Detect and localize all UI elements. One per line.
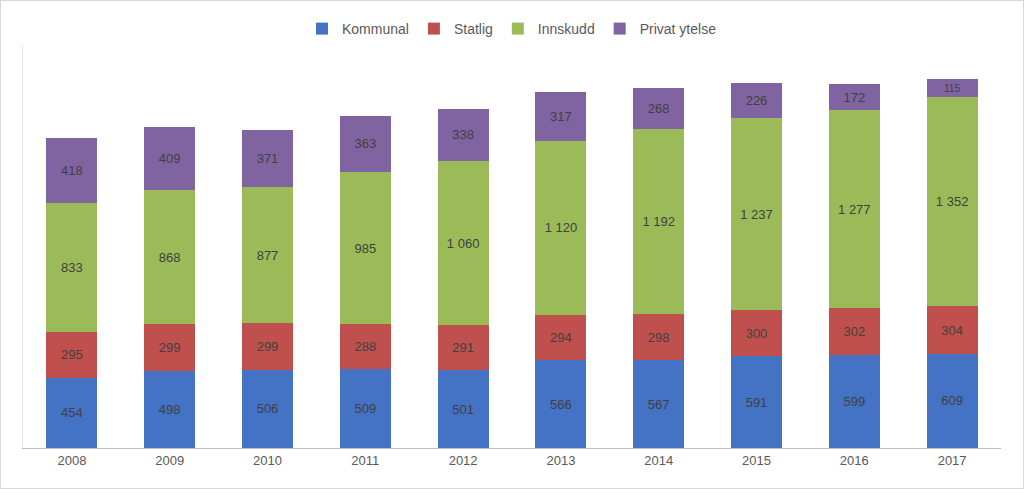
svg-text:317: 317 xyxy=(550,109,572,124)
svg-text:226: 226 xyxy=(746,93,768,108)
svg-text:300: 300 xyxy=(746,326,768,341)
svg-text:338: 338 xyxy=(452,127,474,142)
svg-text:877: 877 xyxy=(257,248,279,263)
svg-text:566: 566 xyxy=(550,397,572,412)
svg-text:291: 291 xyxy=(452,340,474,355)
svg-text:2013: 2013 xyxy=(546,453,575,468)
svg-text:501: 501 xyxy=(452,402,474,417)
svg-text:1 237: 1 237 xyxy=(740,207,773,222)
svg-text:599: 599 xyxy=(843,394,865,409)
svg-text:2016: 2016 xyxy=(840,453,869,468)
svg-text:506: 506 xyxy=(257,401,279,416)
svg-text:288: 288 xyxy=(354,339,376,354)
svg-text:833: 833 xyxy=(61,260,83,275)
svg-text:2008: 2008 xyxy=(57,453,86,468)
svg-text:868: 868 xyxy=(159,250,181,265)
svg-text:2011: 2011 xyxy=(351,453,379,468)
svg-text:2015: 2015 xyxy=(742,453,771,468)
svg-text:1 120: 1 120 xyxy=(545,220,578,235)
svg-text:2010: 2010 xyxy=(253,453,282,468)
svg-text:299: 299 xyxy=(159,340,181,355)
svg-text:567: 567 xyxy=(648,397,670,412)
svg-text:299: 299 xyxy=(257,339,279,354)
svg-text:371: 371 xyxy=(257,151,279,166)
svg-text:Privat ytelse: Privat ytelse xyxy=(640,21,716,37)
svg-text:294: 294 xyxy=(550,330,572,345)
svg-text:363: 363 xyxy=(354,136,376,151)
svg-text:509: 509 xyxy=(354,401,376,416)
svg-text:591: 591 xyxy=(746,395,768,410)
svg-text:1 192: 1 192 xyxy=(642,214,675,229)
svg-text:1 277: 1 277 xyxy=(838,202,871,217)
svg-text:304: 304 xyxy=(941,323,963,338)
svg-text:985: 985 xyxy=(354,241,376,256)
svg-text:2012: 2012 xyxy=(449,453,478,468)
svg-text:609: 609 xyxy=(941,393,963,408)
svg-text:409: 409 xyxy=(159,151,181,166)
svg-text:172: 172 xyxy=(843,90,865,105)
svg-text:1 352: 1 352 xyxy=(936,194,969,209)
svg-text:418: 418 xyxy=(61,163,83,178)
svg-text:268: 268 xyxy=(648,101,670,116)
svg-text:2009: 2009 xyxy=(155,453,184,468)
svg-text:Statlig: Statlig xyxy=(454,21,493,37)
svg-text:115: 115 xyxy=(944,83,961,94)
svg-text:302: 302 xyxy=(843,324,865,339)
svg-text:Kommunal: Kommunal xyxy=(342,21,409,37)
svg-text:Innskudd: Innskudd xyxy=(538,21,595,37)
svg-text:298: 298 xyxy=(648,330,670,345)
svg-text:2014: 2014 xyxy=(644,453,673,468)
svg-text:498: 498 xyxy=(159,402,181,417)
svg-text:1 060: 1 060 xyxy=(447,236,480,251)
svg-text:295: 295 xyxy=(61,347,83,362)
svg-text:2017: 2017 xyxy=(938,453,967,468)
svg-text:454: 454 xyxy=(61,405,83,420)
